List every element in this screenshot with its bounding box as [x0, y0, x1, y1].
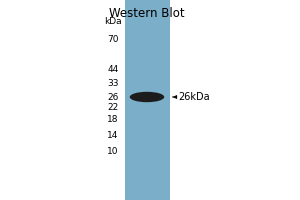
Text: 10: 10 [107, 146, 118, 156]
Text: Western Blot: Western Blot [109, 7, 185, 20]
Text: kDa: kDa [104, 17, 122, 25]
Text: 18: 18 [107, 116, 118, 124]
Text: 22: 22 [107, 102, 118, 112]
Text: 26: 26 [107, 92, 118, 102]
Text: 14: 14 [107, 130, 118, 140]
Text: 44: 44 [107, 64, 118, 73]
Text: 26kDa: 26kDa [173, 92, 210, 102]
Ellipse shape [130, 92, 164, 102]
Text: 70: 70 [107, 34, 118, 44]
Bar [124, 0, 170, 200]
Text: 33: 33 [107, 78, 118, 88]
